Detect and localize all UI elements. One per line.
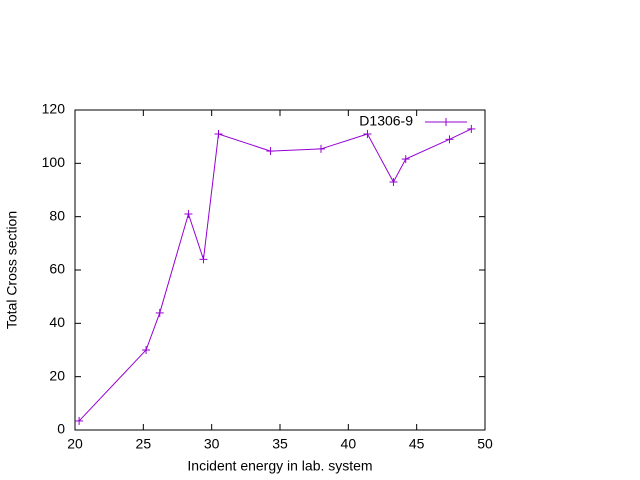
y-tick-label: 120 (42, 101, 66, 117)
point (142, 346, 151, 354)
y-axis-label: Total Cross section (4, 211, 20, 329)
point (401, 155, 410, 164)
point (184, 210, 193, 218)
series-line (78, 128, 472, 422)
point (363, 130, 372, 138)
y-tick-label: 40 (49, 314, 65, 330)
point (75, 416, 84, 425)
y-tick-label: 80 (49, 207, 65, 223)
x-tick-label: 25 (136, 436, 152, 452)
x-tick-label: 45 (409, 436, 425, 452)
x-axis-label: Incident energy in lab. system (187, 458, 372, 474)
x-tick-label: 35 (272, 436, 288, 452)
plot-frame (74, 109, 486, 431)
point (389, 178, 398, 186)
point (155, 308, 164, 317)
point (266, 147, 275, 156)
y-tick-label: 0 (57, 421, 65, 437)
x-tick-label: 50 (477, 436, 493, 452)
legend-marker (442, 118, 450, 126)
y-tick-label: 20 (49, 367, 65, 383)
x-tick-label: 40 (341, 436, 357, 452)
x-tick-label: 30 (204, 436, 220, 452)
legend-label: D1306-9 (359, 113, 413, 129)
y-tick-label: 100 (42, 154, 66, 170)
point (467, 124, 476, 133)
point (317, 144, 325, 153)
point (214, 130, 223, 138)
x-tick-label: 20 (67, 436, 83, 452)
point (445, 135, 454, 144)
point (199, 255, 208, 264)
y-tick-label: 60 (49, 261, 65, 277)
